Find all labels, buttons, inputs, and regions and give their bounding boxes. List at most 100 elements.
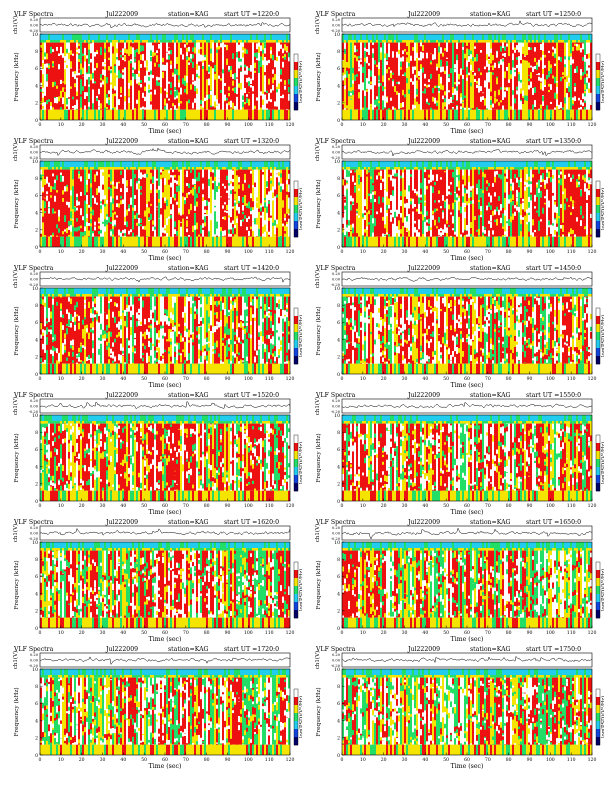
waveform-tick-label: 0.20: [332, 272, 341, 276]
waveform-axis-label: ch1(V): [12, 270, 19, 288]
x-tick-label: 10: [360, 376, 366, 382]
panel-title: VLF Spectra: [315, 265, 356, 272]
y-tick-label: 2: [35, 736, 38, 742]
colorbar-segment: [596, 197, 600, 206]
colorbar-segment: [596, 570, 600, 579]
x-tick-label: 80: [204, 503, 210, 509]
colorbar-label: log(PSD)(V²/Hz): [600, 315, 604, 357]
colorbar-segment: [294, 737, 298, 746]
colorbar-segment: [596, 721, 600, 730]
y-tick-label: 6: [337, 320, 340, 326]
colorbar-segment: [596, 94, 600, 103]
spectrogram-panel: VLF Spectra Jul222009 station=KAG start UT …: [312, 643, 604, 769]
spectrogram-image: [40, 542, 290, 628]
x-tick-label: 110: [567, 249, 576, 255]
x-tick-label: 0: [39, 376, 42, 382]
x-tick-label: 70: [183, 122, 189, 128]
x-tick-label: 60: [162, 630, 168, 636]
x-tick-label: 20: [381, 122, 387, 128]
panel-start-time: start UT =1550:0: [526, 392, 581, 399]
colorbar-segment: [294, 316, 298, 325]
colorbar-segment: [294, 356, 298, 365]
spectrogram-svg: VLF Spectra Jul222009 station=KAG start UT …: [314, 265, 604, 388]
x-tick-label: 60: [162, 503, 168, 509]
colorbar-segment: [294, 697, 298, 706]
x-tick-label: 90: [225, 122, 231, 128]
x-tick-label: 110: [265, 630, 274, 636]
x-tick-label: 30: [100, 122, 106, 128]
x-tick-label: 80: [506, 376, 512, 382]
y-tick-label: 6: [337, 193, 340, 199]
panel-station: station=KAG: [470, 11, 511, 18]
colorbar-segment: [596, 229, 600, 238]
x-tick-label: 110: [265, 376, 274, 382]
x-tick-label: 20: [79, 630, 85, 636]
x-tick-label: 40: [422, 630, 428, 636]
x-axis-label: Time (sec): [451, 509, 484, 515]
y-tick-label: 2: [337, 355, 340, 361]
x-tick-label: 120: [588, 122, 597, 128]
y-tick-label: 10: [334, 413, 340, 419]
x-tick-label: 100: [244, 376, 253, 382]
panel-date: Jul222009: [407, 392, 440, 399]
panel-station: station=KAG: [470, 265, 511, 272]
waveform-tick-label: 0.00: [332, 278, 341, 282]
x-tick-label: 70: [485, 122, 491, 128]
x-tick-label: 50: [141, 249, 147, 255]
colorbar-segment: [596, 62, 600, 71]
x-tick-label: 120: [286, 757, 295, 763]
x-tick-label: 0: [341, 757, 344, 763]
spectrogram-image: [40, 288, 290, 374]
spectrogram-svg: VLF Spectra Jul222009 station=KAG start UT …: [314, 519, 604, 642]
x-tick-label: 50: [443, 757, 449, 763]
panel-date: Jul222009: [407, 519, 440, 526]
waveform-tick-label: -0.20: [331, 537, 341, 541]
colorbar-segment: [294, 205, 298, 214]
spectrogram-panel: VLF Spectra Jul222009 station=KAG start UT …: [312, 262, 604, 388]
x-tick-label: 110: [567, 503, 576, 509]
colorbar-segment: [294, 602, 298, 611]
panel-date: Jul222009: [407, 138, 440, 145]
panel-date: Jul222009: [407, 646, 440, 653]
y-tick-label: 0: [35, 372, 38, 378]
colorbar-segment: [596, 602, 600, 611]
y-tick-label: 4: [337, 718, 340, 724]
x-tick-label: 60: [162, 122, 168, 128]
x-tick-label: 60: [162, 376, 168, 382]
x-tick-label: 10: [58, 249, 64, 255]
waveform-tick-label: -0.20: [29, 664, 39, 668]
panel-start-time: start UT =1720:0: [224, 646, 279, 653]
y-tick-label: 6: [35, 574, 38, 580]
colorbar-segment: [596, 459, 600, 468]
y-tick-label: 0: [35, 626, 38, 632]
colorbar-segment: [596, 221, 600, 230]
x-axis-label: Time (sec): [149, 128, 182, 134]
spectrogram-image: [342, 288, 592, 374]
spectrogram-svg: VLF Spectra Jul222009 station=KAG start UT …: [12, 519, 302, 642]
y-tick-label: 0: [337, 753, 340, 759]
y-tick-label: 0: [337, 626, 340, 632]
panel-station: station=KAG: [470, 392, 511, 399]
colorbar-segment: [596, 324, 600, 333]
y-tick-label: 6: [337, 701, 340, 707]
colorbar-label: log(PSD)(V²/Hz): [298, 569, 302, 611]
y-axis-label: Frequency (kHz): [315, 306, 322, 355]
y-tick-label: 0: [35, 753, 38, 759]
x-tick-label: 40: [422, 249, 428, 255]
y-tick-label: 8: [337, 303, 340, 309]
x-tick-label: 80: [204, 249, 210, 255]
x-tick-label: 0: [341, 503, 344, 509]
colorbar-frame: [293, 180, 299, 238]
colorbar-segment: [596, 697, 600, 706]
x-tick-label: 70: [183, 757, 189, 763]
x-tick-label: 80: [506, 503, 512, 509]
waveform-tick-label: 0.00: [332, 151, 341, 155]
panel-start-time: start UT =1650:0: [526, 519, 581, 526]
y-tick-label: 8: [337, 557, 340, 563]
spectrogram-panel: VLF Spectra Jul222009 station=KAG start UT …: [312, 8, 604, 134]
y-tick-label: 10: [334, 286, 340, 292]
x-tick-label: 90: [527, 630, 533, 636]
x-tick-label: 100: [546, 757, 555, 763]
x-tick-label: 0: [39, 757, 42, 763]
x-tick-label: 100: [546, 630, 555, 636]
